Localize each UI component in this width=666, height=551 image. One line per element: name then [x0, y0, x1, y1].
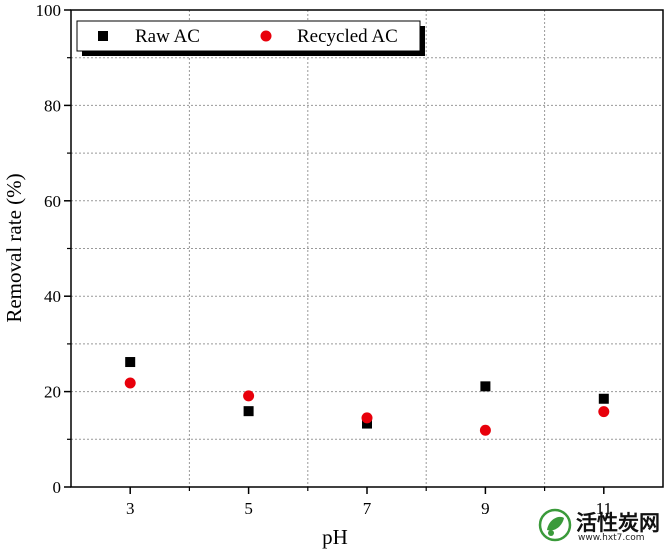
- legend-marker-recycled-ac: [260, 30, 272, 42]
- series-raw-ac: [125, 357, 609, 429]
- raw-ac-point: [598, 393, 609, 404]
- x-axis-title: pH: [322, 525, 348, 549]
- y-tick-label: 0: [53, 478, 62, 497]
- y-tick-label: 20: [44, 383, 61, 402]
- legend-label-raw-ac: Raw AC: [135, 26, 200, 47]
- watermark: 活性炭网 www.hxt7.com: [536, 505, 662, 547]
- raw-ac-point: [362, 418, 372, 429]
- watermark-url: www.hxt7.com: [578, 533, 645, 543]
- y-tick-labels: 0 20 40 60 80 100: [36, 1, 62, 497]
- y-tick-label: 60: [44, 192, 61, 211]
- y-tick-label: 80: [44, 96, 61, 115]
- data-points: [124, 357, 610, 436]
- recycled-ac-point: [361, 412, 373, 424]
- y-tick-label: 100: [36, 1, 62, 20]
- raw-ac-point: [480, 381, 491, 392]
- recycled-ac-point: [243, 390, 255, 402]
- series-recycled-ac: [124, 377, 610, 436]
- y-tick-label: 40: [44, 287, 61, 306]
- watermark-text: 活性炭网: [576, 511, 660, 535]
- recycled-ac-point: [124, 377, 136, 389]
- x-tick-label: 11: [596, 499, 612, 518]
- grid-lines: [71, 10, 663, 487]
- y-axis-title: Removal rate (%): [2, 173, 26, 322]
- raw-ac-point: [125, 357, 136, 368]
- legend: Raw AC Recycled AC: [76, 20, 425, 56]
- legend-box: [76, 20, 421, 52]
- legend-label-recycled-ac: Recycled AC: [297, 26, 398, 47]
- leaf-logo-icon: [538, 508, 572, 542]
- raw-ac-point: [243, 406, 254, 417]
- x-tick-label: 3: [126, 499, 135, 518]
- recycled-ac-point: [479, 424, 491, 436]
- recycled-ac-point: [598, 406, 610, 418]
- x-tick-labels: 3 5 7 9 11: [126, 499, 612, 518]
- x-tick-label: 7: [363, 499, 372, 518]
- x-tick-label: 5: [244, 499, 253, 518]
- x-tick-label: 9: [481, 499, 490, 518]
- axis-ticks: [64, 9, 605, 494]
- legend-marker-raw-ac: [98, 31, 108, 41]
